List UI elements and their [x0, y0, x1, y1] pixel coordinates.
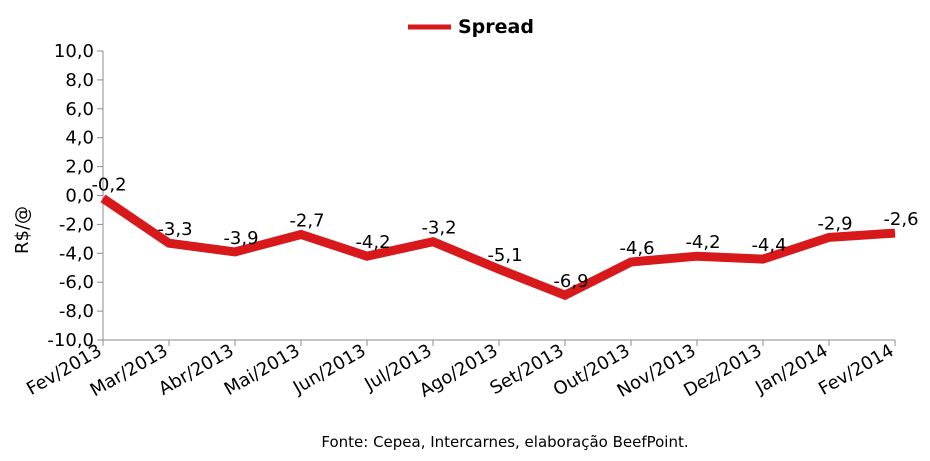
series-spread: [100, 194, 896, 301]
data-label: -2,9: [817, 213, 852, 234]
data-label: -3,2: [421, 218, 456, 239]
data-label: -2,7: [289, 211, 324, 232]
y-tick-label: -2,0: [59, 214, 94, 235]
data-label: -3,9: [223, 228, 258, 249]
data-label: -0,2: [91, 174, 126, 195]
legend: Spread: [408, 16, 534, 38]
y-tick-label: 0,0: [65, 186, 94, 207]
data-point: [102, 197, 104, 199]
data-label: -4,2: [685, 232, 720, 253]
legend-label-spread: Spread: [458, 16, 534, 38]
y-axis: 10,0 8,0 6,0 4,0 2,0 0,0 -2,0 -4,0 -6,0 -8,0 -10,0: [47, 41, 104, 351]
data-point: [498, 268, 500, 270]
data-point: [696, 255, 698, 257]
data-point: [366, 255, 368, 257]
data-label: -4,2: [355, 232, 390, 253]
y-tick-label: 10,0: [54, 41, 94, 62]
data-point: [168, 242, 170, 244]
y-tick-label: -4,0: [59, 243, 94, 264]
data-label: -4,6: [619, 238, 654, 259]
data-label: -6,9: [553, 271, 588, 292]
data-point: [894, 232, 896, 234]
source-note: Fonte: Cepea, Intercarnes, elaboração Be…: [321, 433, 688, 451]
data-labels: -0,2 -3,3 -3,9 -2,7 -4,2 -3,2 -5,1 -6,9 -4,6 -4,2…: [91, 174, 918, 292]
y-axis-title: R$/@: [12, 206, 33, 254]
x-tick-label: Fev/2014: [815, 340, 897, 400]
data-point: [828, 236, 830, 238]
x-tick-label: Jun/2013: [289, 340, 370, 399]
data-point: [300, 234, 302, 236]
y-tick-label: -8,0: [59, 301, 94, 322]
y-tick-label: 2,0: [65, 157, 94, 178]
data-point: [762, 258, 764, 260]
data-point: [234, 251, 236, 253]
x-tick-label: Mai/2013: [221, 340, 304, 400]
data-point: [630, 261, 632, 263]
y-tick-label: 6,0: [65, 99, 94, 120]
y-tick-label: 4,0: [65, 128, 94, 149]
data-point: [564, 294, 566, 296]
y-tick-label: -10,0: [47, 330, 94, 351]
y-tick-label: 8,0: [65, 70, 94, 91]
data-label: -3,3: [157, 219, 192, 240]
data-label: -5,1: [487, 245, 522, 266]
y-tick-label: -6,0: [59, 272, 94, 293]
x-axis: Fev/2013Mar/2013Abr/2013Mai/2013Jun/2013…: [23, 339, 898, 402]
data-label: -4,4: [751, 235, 786, 256]
data-label: -2,6: [883, 209, 918, 230]
data-point: [432, 241, 434, 243]
